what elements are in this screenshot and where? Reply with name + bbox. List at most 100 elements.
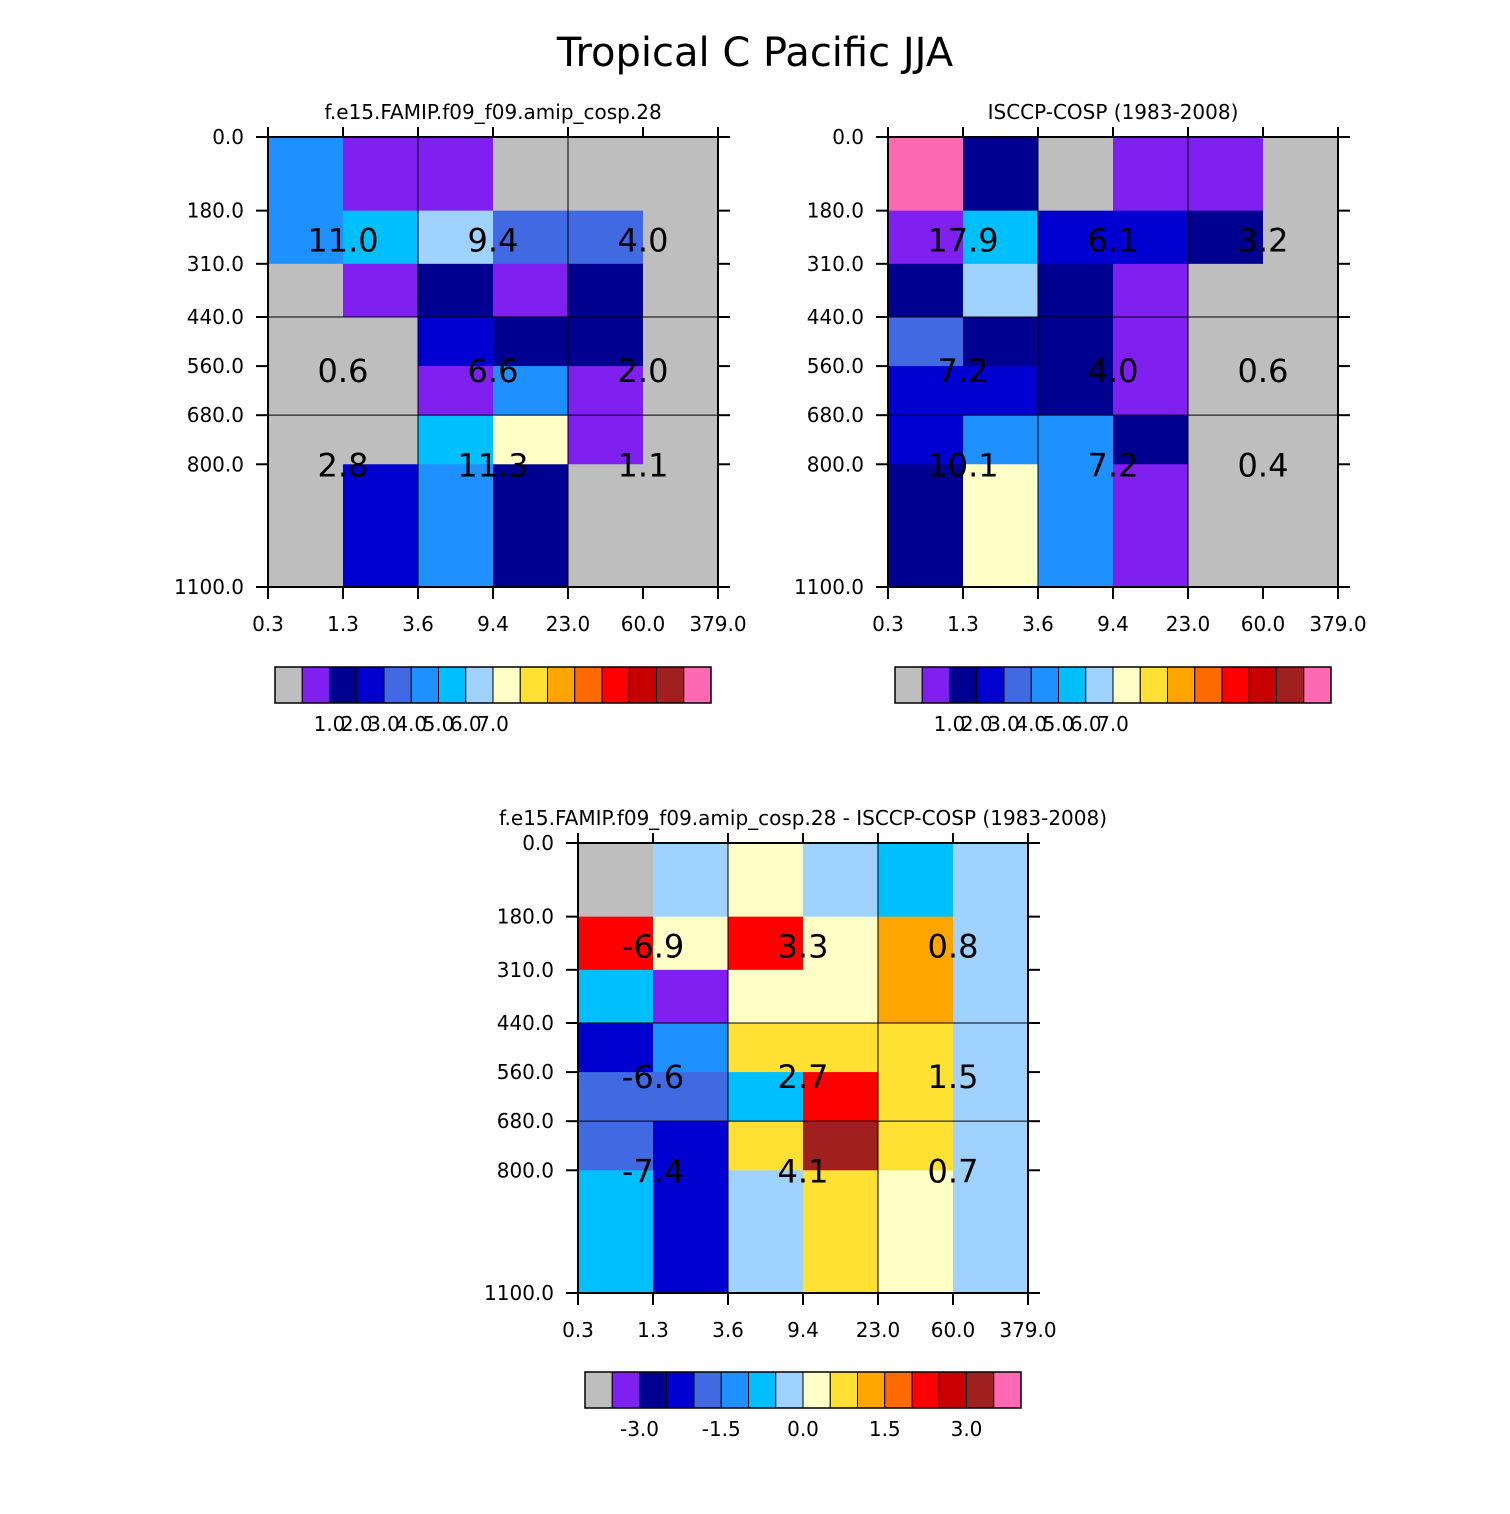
colorbar-swatch xyxy=(1167,666,1196,704)
colorbar-swatch xyxy=(748,1371,777,1409)
block-value-label: 2.0 xyxy=(618,352,669,390)
colorbar-label: 1.0 xyxy=(314,712,346,736)
colorbar-swatch xyxy=(976,666,1005,704)
heatmap-cell xyxy=(643,366,719,416)
x-tick-label: 23.0 xyxy=(546,612,591,636)
block-value-label: -6.6 xyxy=(622,1058,684,1096)
colorbar-frame xyxy=(584,1371,1022,1409)
heatmap-cell xyxy=(1263,263,1339,318)
block-value-label: 7.2 xyxy=(1088,446,1139,484)
y-tick-label: 180.0 xyxy=(187,199,244,223)
heatmap-cell xyxy=(1038,210,1114,265)
colorbar-label: 2.0 xyxy=(341,712,373,736)
x-tick-label: 0.3 xyxy=(872,612,904,636)
heatmap-cell xyxy=(653,916,729,971)
heatmap-cell xyxy=(1113,464,1189,588)
heatmap-cell xyxy=(1188,263,1264,318)
x-tick-label: 1.3 xyxy=(947,612,979,636)
heatmap-cell xyxy=(953,1072,1029,1122)
colorbar-swatch xyxy=(884,1371,913,1409)
colorbar-swatch xyxy=(1303,666,1332,704)
x-tick-label: 1.3 xyxy=(637,1318,669,1342)
block-value-label: 0.6 xyxy=(1238,352,1289,390)
heatmap-cell xyxy=(728,1170,804,1294)
colorbar-label: -1.5 xyxy=(702,1417,741,1441)
colorbar-swatch xyxy=(1058,666,1087,704)
x-tick-label: 1.3 xyxy=(327,612,359,636)
heatmap-cell xyxy=(493,137,569,212)
heatmap-cell xyxy=(578,916,654,971)
block-value-label: 7.2 xyxy=(938,352,989,390)
heatmap-cell xyxy=(643,210,719,265)
heatmap-cell xyxy=(268,366,344,416)
heatmap-cell xyxy=(268,317,344,367)
colorbar-swatch xyxy=(410,666,439,704)
y-tick-label: 180.0 xyxy=(497,905,554,929)
heatmap-cell xyxy=(963,366,1039,416)
colorbar-swatch xyxy=(438,666,467,704)
x-tick-label: 0.3 xyxy=(252,612,284,636)
heatmap-cell xyxy=(268,415,344,465)
heatmap-cell xyxy=(1188,137,1264,212)
heatmap-cell xyxy=(728,1072,804,1122)
heatmap-cell xyxy=(1038,415,1114,465)
heatmap-cell xyxy=(343,263,419,318)
heatmap-cell xyxy=(1188,317,1264,367)
heatmap-cell xyxy=(728,843,804,918)
heatmap-cell xyxy=(888,464,964,588)
heatmap-cell xyxy=(418,210,494,265)
heatmap-cell xyxy=(728,1023,804,1073)
heatmap-cell xyxy=(953,969,1029,1024)
y-tick-label: 440.0 xyxy=(187,305,244,329)
block-value-label: 9.4 xyxy=(468,221,519,259)
y-tick-label: 1100.0 xyxy=(794,575,864,599)
y-tick-label: 310.0 xyxy=(187,252,244,276)
block-value-label: 17.9 xyxy=(927,221,998,259)
block-value-label: 0.8 xyxy=(928,927,979,965)
colorbar-swatch xyxy=(584,1371,613,1409)
x-tick-label: 379.0 xyxy=(999,1318,1056,1342)
heatmap-cell xyxy=(953,1170,1029,1294)
heatmap-cell xyxy=(418,366,494,416)
colorbar-swatch xyxy=(601,666,630,704)
colorbar-swatch xyxy=(465,666,494,704)
heatmap-cell xyxy=(568,317,644,367)
heatmap-cell xyxy=(578,1121,654,1171)
heatmap-cell xyxy=(953,1023,1029,1073)
y-tick-label: 560.0 xyxy=(187,354,244,378)
block-value-label: 3.2 xyxy=(1238,221,1289,259)
heatmap-cell xyxy=(1188,464,1264,588)
heatmap-cell xyxy=(653,1121,729,1171)
heatmap-cell xyxy=(878,1023,954,1073)
colorbar-label: 4.0 xyxy=(395,712,427,736)
heatmap-cell xyxy=(1038,137,1114,212)
heatmap-cell xyxy=(578,969,654,1024)
heatmap-cell xyxy=(418,415,494,465)
block-value-label: 11.0 xyxy=(307,221,378,259)
block-value-label: -6.9 xyxy=(622,927,684,965)
colorbar-swatch xyxy=(911,1371,940,1409)
colorbar-frame xyxy=(274,666,712,704)
heatmap-cell xyxy=(803,843,879,918)
heatmap-cell xyxy=(418,137,494,212)
heatmap-cell xyxy=(568,464,644,588)
heatmap-cell xyxy=(1113,317,1189,367)
y-tick-label: 560.0 xyxy=(497,1060,554,1084)
heatmap-panel-2: ISCCP-COSP (1983-2008) 0.3 1.3 3.6 9.4 23.0 60… xyxy=(794,100,1367,736)
heatmap-cell xyxy=(1263,464,1339,588)
colorbar-swatch xyxy=(574,666,603,704)
colorbar-swatch xyxy=(492,666,521,704)
colorbar-label: 1.5 xyxy=(869,1417,901,1441)
heatmap-cell xyxy=(888,210,964,265)
colorbar-swatch xyxy=(1221,666,1250,704)
heatmap-cell xyxy=(953,843,1029,918)
x-tick-label: 379.0 xyxy=(689,612,746,636)
heatmap-cell xyxy=(568,366,644,416)
x-tick-label: 23.0 xyxy=(1166,612,1211,636)
y-tick-label: 800.0 xyxy=(187,452,244,476)
heatmap-cell xyxy=(268,263,344,318)
block-value-label: 0.4 xyxy=(1238,446,1289,484)
colorbar-label: 6.0 xyxy=(450,712,482,736)
y-tick-label: 310.0 xyxy=(807,252,864,276)
